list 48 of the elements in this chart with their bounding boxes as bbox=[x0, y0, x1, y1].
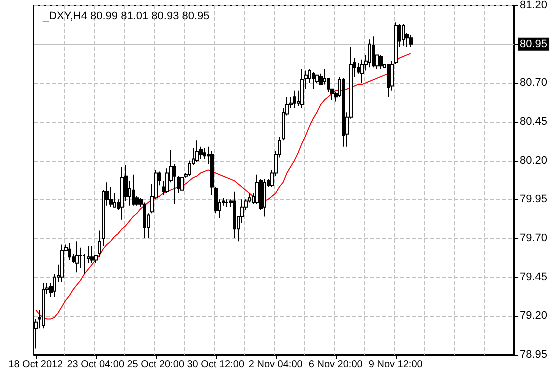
x-tick-label: 9 Nov 12:00 bbox=[368, 360, 424, 370]
y-tick-label: 79.20 bbox=[520, 310, 548, 322]
candlestick bbox=[60, 244, 64, 282]
y-tick-label: 80.45 bbox=[520, 116, 548, 128]
candlestick bbox=[263, 178, 266, 218]
y-tick-label: 81.20 bbox=[520, 0, 548, 12]
candlestick bbox=[75, 241, 79, 274]
y-tick-label: 80.20 bbox=[520, 154, 548, 167]
candlestick bbox=[372, 36, 375, 68]
candlestick bbox=[360, 59, 364, 84]
candlestick bbox=[402, 24, 405, 46]
y-tick-label: 79.95 bbox=[520, 194, 548, 206]
candlestick bbox=[319, 73, 323, 86]
candlestick bbox=[90, 246, 94, 264]
candlestick bbox=[300, 68, 304, 109]
candlestick bbox=[195, 140, 199, 163]
x-tick-label: 25 Oct 20:00 bbox=[127, 360, 185, 370]
candlestick bbox=[68, 242, 71, 261]
candlestick bbox=[409, 34, 413, 48]
y-tick-label: 79.45 bbox=[520, 271, 548, 284]
candlestick bbox=[379, 54, 383, 70]
candlestick bbox=[177, 176, 180, 194]
x-tick-label: 6 Nov 20:00 bbox=[308, 360, 364, 370]
candlestick bbox=[87, 246, 90, 264]
y-tick-label: 79.70 bbox=[520, 232, 548, 244]
candlestick bbox=[132, 174, 135, 206]
candlestick bbox=[120, 166, 124, 220]
candlestick bbox=[293, 90, 296, 109]
candlestick bbox=[42, 283, 45, 330]
x-tick-label: 30 Oct 12:00 bbox=[187, 360, 245, 370]
x-tick-label: 18 Oct 2012 bbox=[8, 360, 64, 370]
candlestick bbox=[180, 177, 184, 191]
chart-title: _DXY,H4 80.99 81.01 80.93 80.95 bbox=[42, 10, 210, 22]
candlestick bbox=[109, 186, 113, 208]
y-tick-label: 78.95 bbox=[520, 349, 548, 361]
y-tick-label: 80.70 bbox=[520, 77, 548, 90]
candlestick bbox=[143, 202, 146, 239]
y-tick-label: 80.95 bbox=[520, 38, 548, 50]
candlestick bbox=[225, 199, 229, 208]
candlestick bbox=[368, 39, 371, 68]
candlestick bbox=[387, 64, 390, 98]
x-tick-label: 23 Oct 04:00 bbox=[67, 360, 125, 370]
line-series bbox=[35, 53, 412, 320]
candlestick bbox=[203, 148, 206, 160]
candlestick bbox=[342, 78, 345, 148]
candlestick bbox=[312, 72, 315, 90]
candlestick bbox=[233, 191, 236, 239]
x-tick-label: 2 Nov 04:00 bbox=[248, 360, 304, 370]
